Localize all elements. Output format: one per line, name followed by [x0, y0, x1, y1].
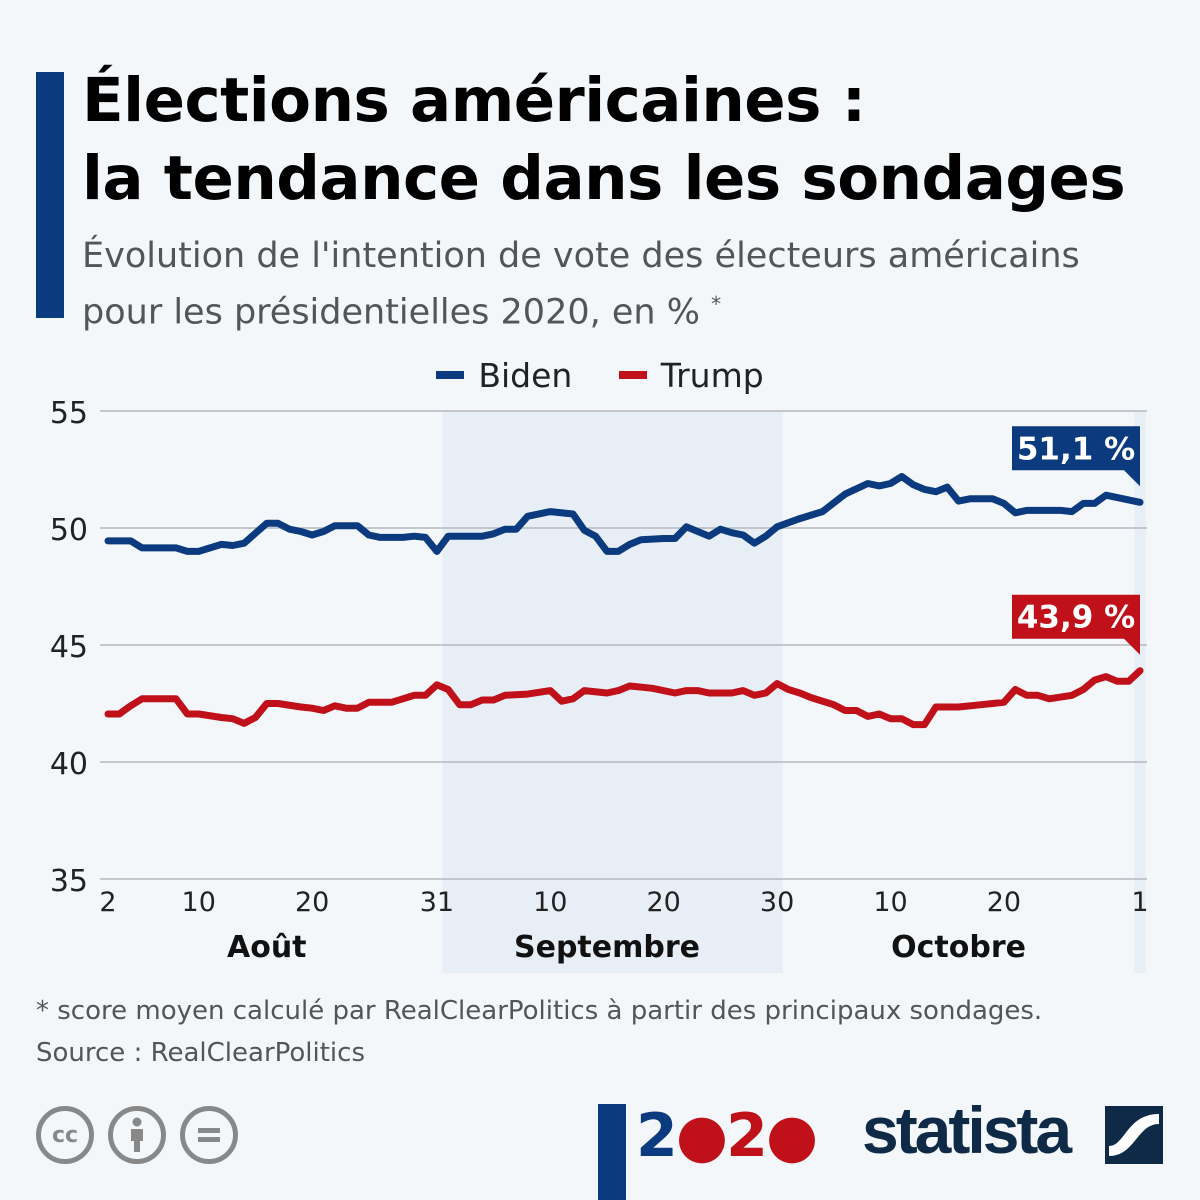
- legend-item-biden: Biden: [436, 356, 572, 395]
- month-label: Septembre: [514, 930, 700, 965]
- attribution-icon[interactable]: [108, 1106, 166, 1164]
- legend-swatch-trump: [618, 371, 647, 379]
- statista-logo-mark[interactable]: [1105, 1106, 1163, 1164]
- line-chart: 55 50 45 40 35 2 10 20 31 10 20 30 10 20 1 Août Septembr…: [50, 396, 1149, 973]
- title-line-1: Élections américaines :: [82, 65, 866, 136]
- shaded-period: [1134, 411, 1146, 973]
- subtitle-line-2: pour les présidentielles 2020, en %: [82, 292, 700, 333]
- election-2020-logo: 2●2●: [636, 1101, 818, 1171]
- series-line-biden: [104, 473, 1144, 555]
- title-accent-bar: [36, 72, 64, 318]
- y-tick-label: 45: [50, 630, 88, 665]
- legend-label-trump: Trump: [660, 355, 764, 395]
- y-tick-label: 40: [50, 747, 88, 782]
- y-tick-label: 55: [50, 396, 88, 431]
- x-tick-label: 31: [420, 887, 454, 918]
- chart-subtitle: Évolution de l'intention de vote des éle…: [82, 232, 1080, 337]
- election-logo-bar: [598, 1104, 626, 1200]
- month-label: Octobre: [891, 930, 1026, 965]
- end-label-biden: 51,1 %: [1017, 431, 1135, 467]
- y-tick-label: 35: [50, 864, 88, 899]
- source: Source : RealClearPolitics: [36, 1038, 365, 1068]
- chart-title: Élections américaines : la tendance dans…: [82, 62, 1126, 218]
- subtitle-line-1: Évolution de l'intention de vote des éle…: [82, 236, 1080, 276]
- title-line-2: la tendance dans les sondages: [82, 143, 1126, 214]
- no-derivatives-icon[interactable]: [180, 1106, 238, 1164]
- x-tick-label: 20: [647, 887, 681, 918]
- creative-commons-icon[interactable]: cc: [36, 1106, 94, 1164]
- footnote-block: * score moyen calculé par RealClearPolit…: [36, 990, 1042, 1074]
- subtitle-asterisk: *: [711, 292, 722, 316]
- x-tick-label: 20: [987, 887, 1021, 918]
- legend: Biden Trump: [0, 348, 1200, 395]
- x-tick-label: 2: [99, 887, 116, 918]
- end-label-box-trump: [1012, 594, 1140, 655]
- x-tick-label: 30: [760, 887, 794, 918]
- x-tick-label: 10: [873, 887, 907, 918]
- end-label-box-biden: [1012, 426, 1140, 487]
- legend-label-biden: Biden: [478, 355, 573, 395]
- legend-swatch-biden: [436, 371, 465, 379]
- month-label: Août: [227, 930, 307, 965]
- x-tick-label: 20: [295, 887, 329, 918]
- x-tick-label: 10: [533, 887, 567, 918]
- end-label-trump: 43,9 %: [1017, 600, 1135, 636]
- x-tick-label: 10: [182, 887, 216, 918]
- footnote: * score moyen calculé par RealClearPolit…: [36, 996, 1043, 1026]
- legend-item-trump: Trump: [618, 355, 764, 395]
- x-tick-label: 1: [1131, 887, 1148, 918]
- statista-logo[interactable]: statista: [862, 1093, 1072, 1167]
- y-tick-label: 50: [50, 513, 88, 548]
